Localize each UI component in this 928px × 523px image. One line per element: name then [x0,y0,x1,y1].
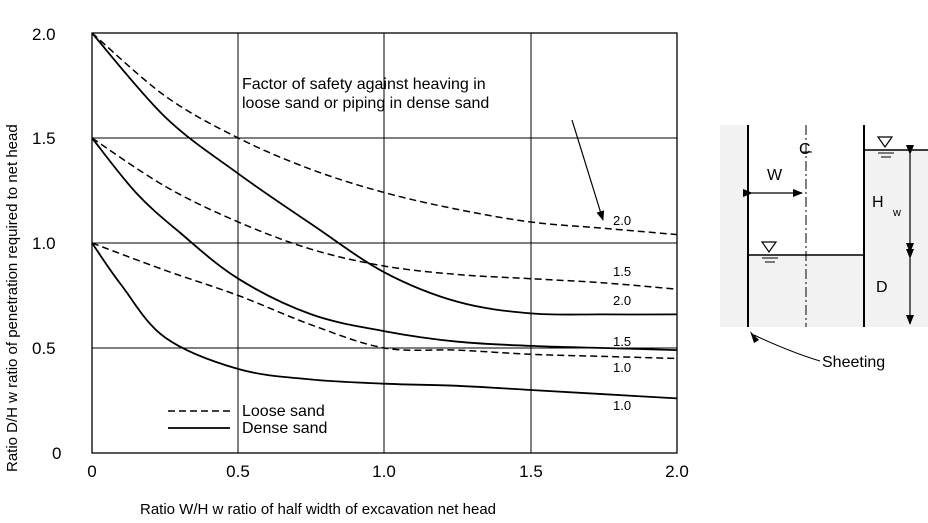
annotation-arrow [571,119,605,221]
left-soil [720,125,748,327]
curves-group [91,32,678,400]
curve-label: 1.0 [613,360,631,375]
loose-sand-curve-fs-1.5 [91,137,678,290]
y-tick-label: 0 [52,444,61,463]
x-tick-label: 0.5 [226,462,250,481]
x-tick-labels: 0 0.5 1.0 1.5 2.0 [87,462,689,481]
legend-loose-label: Loose sand [242,403,325,420]
legend-dense-label: Dense sand [242,420,327,437]
w-label: W [767,167,783,184]
curve-label: 2.0 [613,293,631,308]
water-level-symbol-outside [876,136,894,158]
curve-label: 2.0 [613,213,631,228]
y-tick-labels: 0 0.5 1.0 1.5 2.0 [32,25,61,463]
x-tick-label: 0 [87,462,96,481]
dense-sand-curve-fs-1.0 [91,242,678,400]
sheeting-label: Sheeting [822,354,885,371]
loose-sand-curve-fs-2.0 [91,32,678,236]
sheeting-leader-line [753,334,821,362]
loose-sand-curve-fs-1.0 [91,242,678,360]
annotation-line-1: Factor of safety against heaving in [242,76,486,93]
x-axis-label: Ratio W/H w ratio of half width of excav… [140,501,496,518]
hw-label: H [872,194,884,211]
sheeting-leader-arrowhead [750,331,759,343]
x-tick-label: 1.5 [519,462,543,481]
y-tick-label: 1.0 [32,234,56,253]
y-tick-label: 2.0 [32,25,56,44]
d-label: D [876,279,888,296]
annotation-line-2: loose sand or piping in dense sand [242,95,489,112]
legend: Loose sand Dense sand [168,403,327,437]
excavation-diagram: C W H w D Sheeting [720,125,928,371]
curve-label: 1.5 [613,334,631,349]
curve-label: 1.5 [613,264,631,279]
dense-sand-curve-fs-1.5 [91,137,678,351]
right-soil [864,150,928,327]
dense-sand-curve-fs-2.0 [91,32,678,316]
hw-subscript: w [892,207,901,219]
y-tick-label: 0.5 [32,339,56,358]
x-tick-label: 1.0 [372,462,396,481]
curve-labels-group: 2.0 1.5 1.0 2.0 1.5 1.0 [613,213,631,413]
curve-label: 1.0 [613,398,631,413]
water-level-symbol-inside [760,241,778,263]
y-tick-label: 1.5 [32,129,56,148]
x-tick-label: 2.0 [665,462,689,481]
centerline-label: C [799,141,811,158]
y-axis-label: Ratio D/H w ratio of penetration require… [4,124,21,472]
